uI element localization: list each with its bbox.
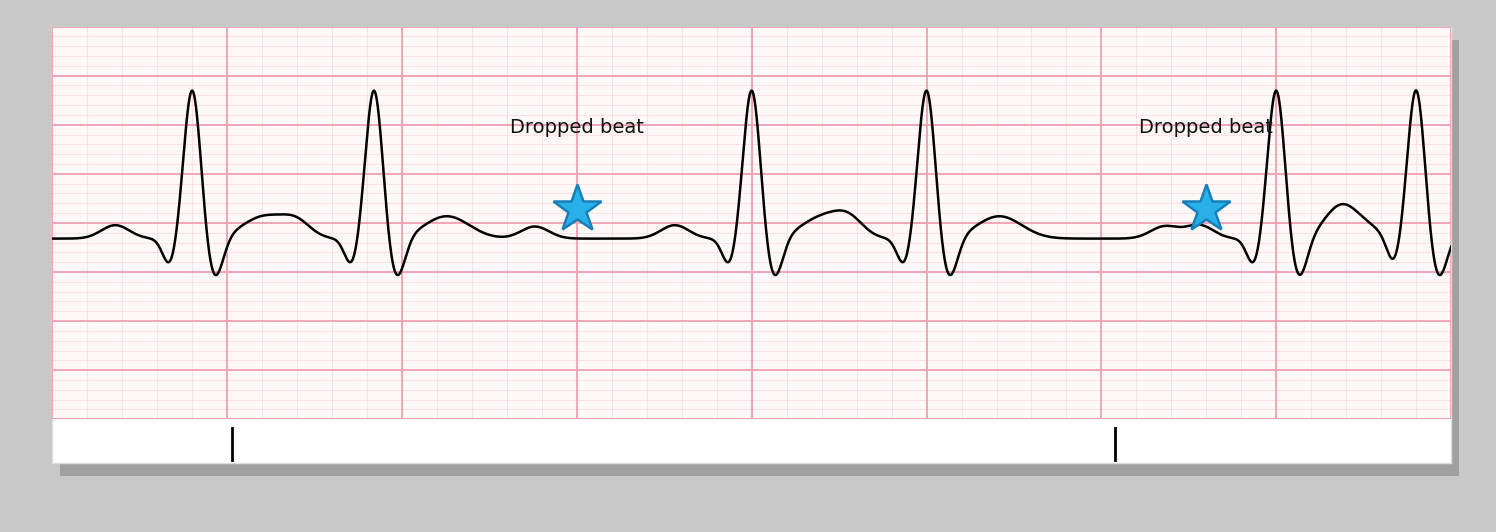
- Text: Dropped beat: Dropped beat: [510, 118, 643, 137]
- Text: Dropped beat: Dropped beat: [1140, 118, 1273, 137]
